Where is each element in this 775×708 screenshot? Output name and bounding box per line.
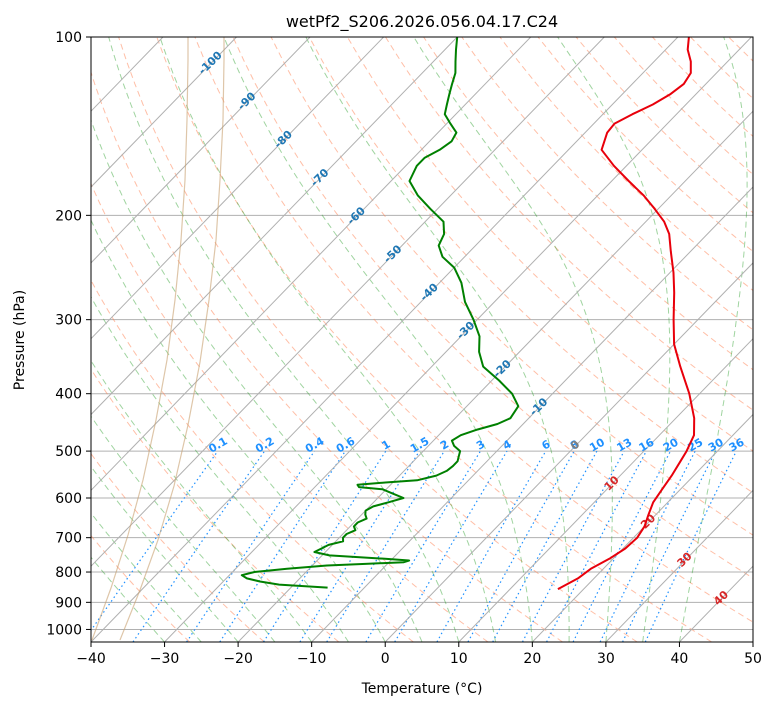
moist-adiabat (108, 37, 460, 642)
x-tick-label: 50 (744, 651, 762, 667)
sounding-series (240, 37, 696, 590)
y-tick-label: 100 (55, 30, 82, 46)
x-tick-label: −30 (150, 651, 180, 667)
isotherm (91, 37, 458, 416)
background-lines (91, 37, 753, 642)
moist-adiabat (91, 118, 423, 642)
isotherm (91, 37, 679, 642)
moist-adiabat (678, 37, 748, 642)
mixing-ratio-line (365, 450, 481, 642)
moist-adiabat (91, 219, 386, 642)
dry-adiabat (194, 37, 753, 623)
plot-frame (90, 36, 754, 643)
isotherm (384, 262, 753, 642)
dry-adiabat (91, 70, 563, 642)
mixing-ratio-line (132, 450, 266, 642)
mixing-ratio-line (492, 450, 598, 642)
isotherm (164, 37, 752, 642)
isotherm (91, 37, 384, 340)
pressure-gridlines (91, 37, 753, 630)
y-axis-ticks: 100 200 300 400 500 600 700 800 900 1000 (46, 30, 91, 638)
mixing-ratio-line (186, 450, 315, 642)
x-axis-ticks: −40 −30 −20 −10 0 10 20 30 40 50 (76, 642, 762, 667)
x-tick-label: −40 (76, 651, 106, 667)
moist-adiabats (91, 37, 748, 642)
moist-adiabat (223, 37, 533, 642)
x-tick-label: 0 (381, 651, 390, 667)
isotherm (237, 110, 753, 642)
x-tick-label: 20 (523, 651, 541, 667)
isotherm (605, 489, 753, 642)
moist-adiabat (557, 37, 671, 642)
x-tick-label: 40 (671, 651, 689, 667)
mixing-ratio-line (521, 450, 625, 642)
y-tick-label: 1000 (46, 622, 82, 638)
isotherm (91, 37, 237, 188)
dry-adiabat (232, 37, 753, 579)
moist-adiabat (91, 295, 349, 642)
moist-adiabat (159, 37, 497, 642)
isotherm (91, 37, 605, 567)
x-tick-label: −20 (223, 651, 253, 667)
dry-adiabat (91, 182, 489, 642)
y-tick-label: 400 (55, 387, 82, 403)
moist-adiabat (91, 415, 276, 642)
x-axis-label: Temperature (°C) (361, 681, 483, 697)
y-tick-label: 700 (55, 531, 82, 547)
dry-adiabat (308, 37, 753, 494)
isotherm (91, 37, 532, 492)
dry-adiabat (118, 37, 638, 642)
mixing-ratio-line (91, 450, 219, 632)
moist-adiabat (413, 37, 613, 642)
isotherm (531, 413, 753, 642)
moist-adiabat (305, 37, 570, 642)
x-tick-label: 10 (450, 651, 468, 667)
chart-title: wetPf2_S206.2026.056.04.17.C24 (286, 12, 558, 32)
dry-adiabat (346, 37, 753, 452)
moist-adiabat (91, 465, 239, 642)
y-axis-label: Pressure (hPa) (12, 290, 28, 390)
x-tick-label: −10 (297, 651, 327, 667)
y-tick-label: 200 (55, 208, 82, 224)
stability-curve (119, 37, 225, 641)
mixing-ratio-line (299, 450, 421, 642)
isotherm (91, 37, 311, 264)
y-tick-label: 800 (55, 565, 82, 581)
y-tick-label: 900 (55, 595, 82, 611)
dry-adiabat (385, 37, 753, 411)
mixing-ratio-line (622, 450, 717, 642)
mixing-ratio-line (219, 450, 346, 642)
temperature-line (557, 37, 696, 590)
y-tick-label: 300 (55, 313, 82, 329)
mixing-ratio-line (599, 450, 696, 642)
mixing-ratio-lines (91, 450, 737, 642)
isotherm (311, 186, 753, 642)
x-tick-label: 30 (597, 651, 615, 667)
stability-curves (91, 37, 225, 641)
dewpoint-line (240, 37, 520, 589)
mixing-ratio-line (262, 450, 387, 642)
y-tick-label: 600 (55, 491, 82, 507)
skewed-isotherms (91, 37, 753, 642)
isotherm (458, 337, 753, 642)
dry-adiabat (91, 452, 265, 642)
plot-background (91, 37, 753, 642)
stability-curve (91, 37, 189, 641)
dry-adiabat (91, 279, 414, 642)
y-tick-label: 500 (55, 444, 82, 460)
